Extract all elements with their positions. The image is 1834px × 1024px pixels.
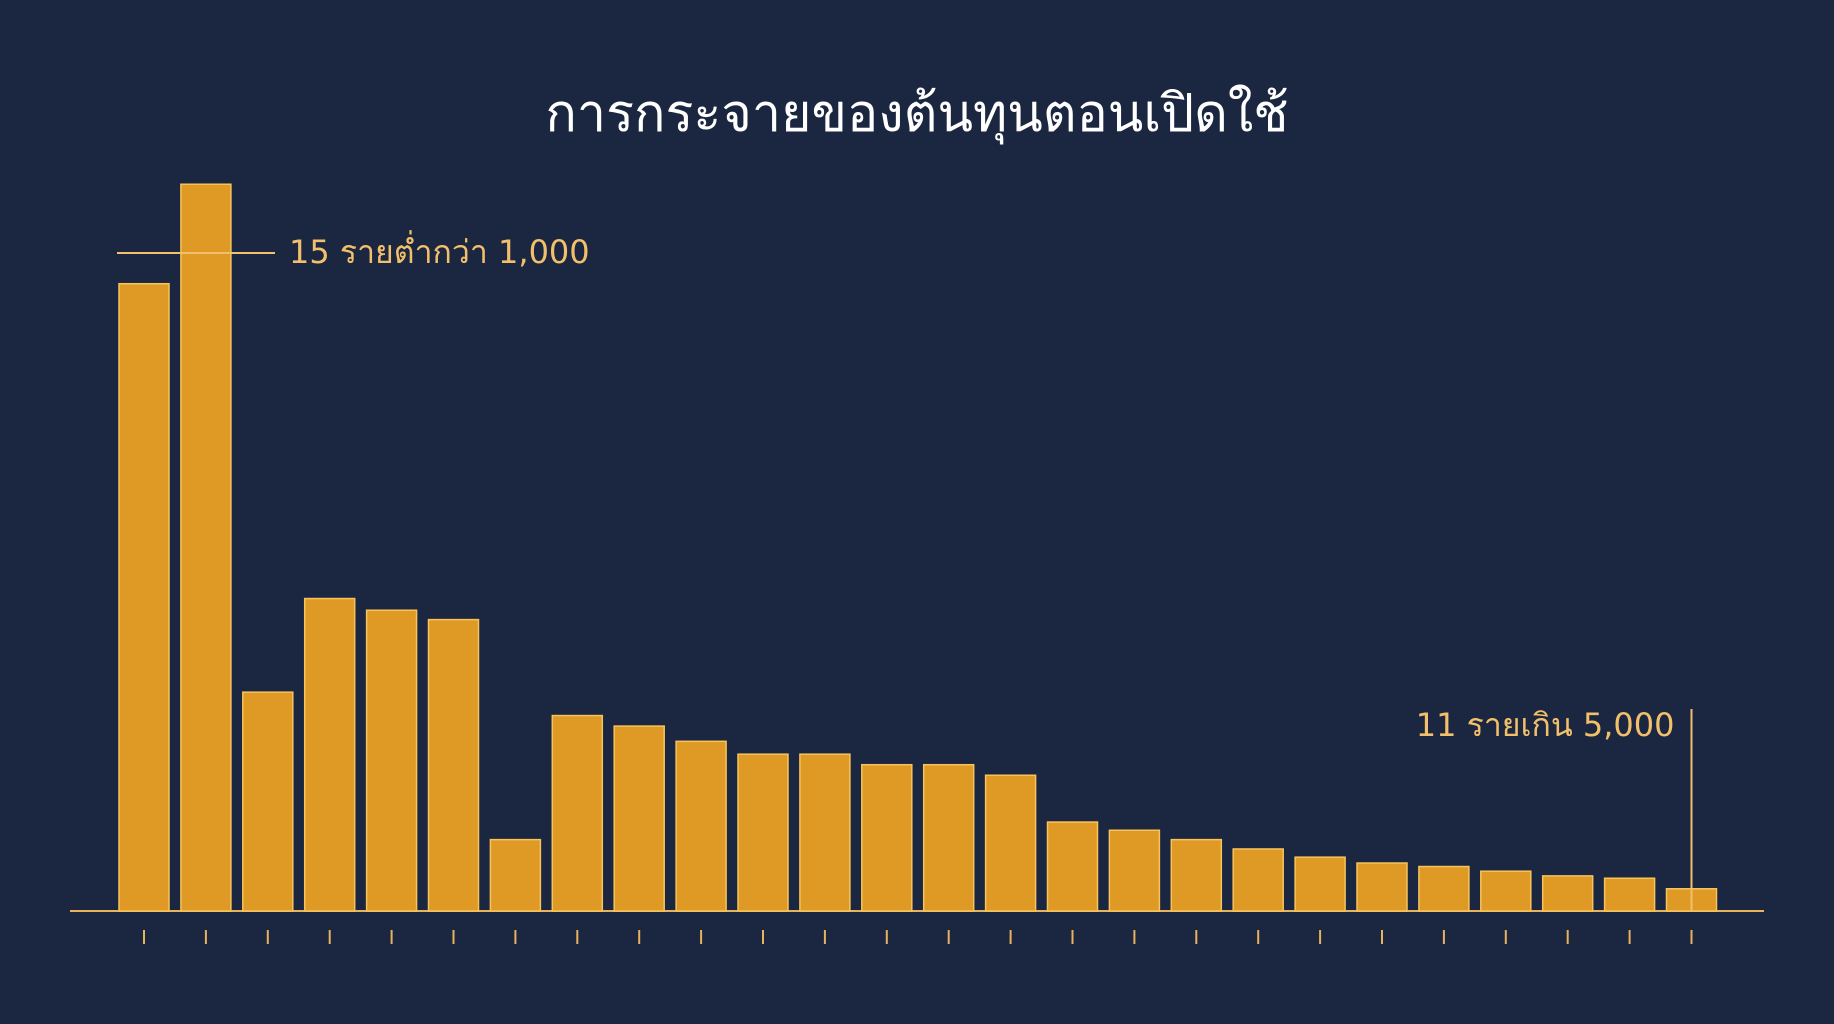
bar: [984, 774, 1037, 912]
bar: [799, 753, 851, 912]
bar: [489, 838, 542, 912]
bar: [1046, 821, 1099, 912]
annotation: 15 รายต่ำกว่า 1,000: [289, 230, 590, 271]
chart-title: การกระจายของต้นทุนตอนเปิดใช้: [545, 84, 1288, 145]
bar: [180, 183, 232, 912]
bar: [1170, 838, 1223, 912]
bar: [1418, 865, 1470, 912]
bar: [861, 763, 913, 912]
bar: [675, 740, 727, 912]
bar: [922, 763, 975, 912]
bar: [551, 714, 604, 912]
bar: [1541, 875, 1594, 912]
bar: [1480, 870, 1532, 912]
bar: [1108, 829, 1161, 912]
bar: [1294, 856, 1346, 912]
annotation: 11 รายเกิน 5,000: [1416, 706, 1675, 744]
bar: [613, 725, 665, 912]
bar: [1603, 877, 1656, 912]
bar: [242, 691, 294, 912]
bar: [303, 597, 356, 912]
bar: [427, 618, 480, 912]
bar: [1232, 848, 1284, 912]
bar: [1356, 862, 1408, 912]
bar: [365, 609, 418, 912]
bar: [118, 282, 170, 912]
bar: [737, 753, 789, 912]
